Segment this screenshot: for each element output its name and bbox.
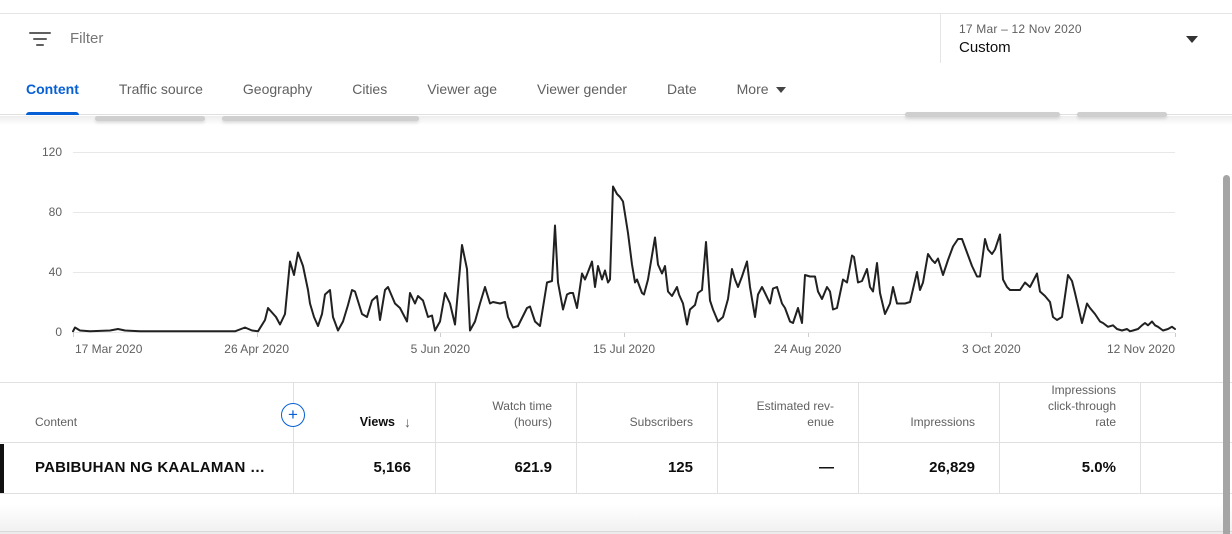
sort-descending-icon: ↓ bbox=[404, 414, 411, 430]
tab-label: Content bbox=[26, 81, 79, 97]
tab-label: Traffic source bbox=[118, 81, 203, 97]
x-tick bbox=[991, 333, 993, 337]
active-tab-underline bbox=[26, 111, 79, 115]
tab-cities[interactable]: Cities bbox=[352, 64, 387, 115]
card-bottom-edge bbox=[0, 531, 1232, 534]
column-header-views[interactable]: Views ↓ bbox=[293, 383, 435, 442]
chart-line-svg bbox=[72, 185, 1176, 333]
column-header-impressions[interactable]: Impressions bbox=[858, 383, 999, 442]
tab-label: More bbox=[736, 81, 769, 97]
date-range-text: 17 Mar – 12 Nov 2020 bbox=[959, 22, 1082, 36]
x-tick-label: 5 Jun 2020 bbox=[410, 342, 471, 356]
column-header-ctr[interactable]: Impressions click-through rate bbox=[999, 383, 1140, 442]
column-header-watch_time[interactable]: Watch time (hours) bbox=[435, 383, 576, 442]
x-tick bbox=[807, 333, 809, 337]
x-tick bbox=[256, 333, 258, 337]
gridline bbox=[73, 332, 1175, 333]
filter-bar: Filter 17 Mar – 12 Nov 2020 Custom bbox=[0, 14, 1232, 63]
y-tick-label: 0 bbox=[55, 325, 62, 339]
dimension-tabs: Content Traffic source Geography Cities View… bbox=[0, 64, 1232, 115]
x-tick-label: 24 Aug 2020 bbox=[773, 342, 842, 356]
row-cell-subscribers: 125 bbox=[576, 443, 717, 493]
vertical-scrollbar[interactable] bbox=[1223, 175, 1230, 534]
column-header-subscribers[interactable]: Subscribers bbox=[576, 383, 717, 442]
y-tick-label: 120 bbox=[41, 145, 62, 159]
date-range-picker[interactable]: 17 Mar – 12 Nov 2020 Custom bbox=[940, 14, 1232, 63]
analytics-table-header: Content Views ↓ Watch time (hours) Subscribe… bbox=[0, 382, 1232, 443]
column-header-label: Impressions bbox=[910, 415, 975, 429]
column-header-spacer bbox=[1140, 383, 1232, 442]
x-tick-label: 12 Nov 2020 bbox=[1106, 342, 1175, 356]
row-cell-impressions: 26,829 bbox=[858, 443, 999, 493]
column-header-label: Content bbox=[35, 415, 78, 429]
gridline bbox=[73, 212, 1175, 213]
filter-icon bbox=[28, 31, 52, 46]
chevron-down-icon bbox=[775, 87, 786, 93]
gridline bbox=[73, 272, 1175, 273]
x-tick bbox=[440, 333, 442, 337]
tab-content[interactable]: Content bbox=[26, 64, 79, 115]
tab-date[interactable]: Date bbox=[667, 64, 697, 115]
x-tick bbox=[1175, 333, 1176, 337]
x-tick-label: 26 Apr 2020 bbox=[224, 342, 290, 356]
gridline bbox=[73, 152, 1175, 153]
video-thumbnail-edge bbox=[0, 444, 4, 493]
tab-label: Geography bbox=[242, 81, 313, 97]
column-header-estimated_revenue[interactable]: Estimated rev- enue bbox=[717, 383, 858, 442]
truncated-control-edge bbox=[905, 112, 1060, 117]
truncated-control-edge bbox=[1077, 112, 1167, 117]
tab-label: Viewer gender bbox=[537, 81, 628, 97]
tab-traffic-source[interactable]: Traffic source bbox=[119, 64, 203, 115]
tab-geography[interactable]: Geography bbox=[243, 64, 312, 115]
column-header-content[interactable]: Content bbox=[0, 383, 293, 442]
tab-viewer-age[interactable]: Viewer age bbox=[427, 64, 497, 115]
x-tick-label: 17 Mar 2020 bbox=[75, 342, 143, 356]
card-bottom-shadow bbox=[0, 504, 1232, 531]
table-row[interactable]: PABIBUHAN NG KAALAMAN … 5,166 621.9 125—26,… bbox=[0, 443, 1232, 494]
x-tick-label: 15 Jul 2020 bbox=[592, 342, 656, 356]
column-header-label: Impressions click-through rate bbox=[1047, 383, 1116, 429]
truncated-control-edge bbox=[95, 116, 205, 121]
x-tick-label: 3 Oct 2020 bbox=[961, 342, 1021, 356]
tab-more[interactable]: More bbox=[737, 64, 786, 115]
tab-label: Viewer age bbox=[427, 81, 498, 97]
row-cell-ctr: 5.0% bbox=[999, 443, 1140, 493]
row-cell-watch_time: 621.9 bbox=[435, 443, 576, 493]
tab-label: Date bbox=[667, 81, 697, 97]
y-tick-label: 80 bbox=[48, 205, 62, 219]
row-cell-views: 5,166 bbox=[293, 443, 435, 493]
top-divider bbox=[0, 13, 1232, 14]
row-cell-content[interactable]: PABIBUHAN NG KAALAMAN … bbox=[35, 459, 266, 476]
date-preset-label: Custom bbox=[959, 39, 1011, 56]
filter-control[interactable]: Filter bbox=[28, 14, 103, 63]
dropdown-caret-icon bbox=[1186, 36, 1198, 43]
filter-placeholder: Filter bbox=[70, 30, 104, 47]
column-header-label: Watch time (hours) bbox=[492, 399, 552, 429]
tab-viewer-gender[interactable]: Viewer gender bbox=[537, 64, 627, 115]
column-header-label: Estimated rev- enue bbox=[756, 399, 834, 429]
truncated-control-edge bbox=[222, 116, 419, 121]
row-cell-estimated_revenue: — bbox=[717, 443, 858, 493]
column-header-label: Subscribers bbox=[629, 415, 693, 429]
add-metric-button[interactable]: + bbox=[281, 403, 305, 427]
tab-label: Cities bbox=[352, 81, 388, 97]
y-tick-label: 40 bbox=[48, 265, 62, 279]
row-cell-spacer bbox=[1140, 443, 1232, 493]
x-tick bbox=[624, 333, 625, 337]
x-tick bbox=[73, 333, 74, 337]
chart-line bbox=[72, 185, 1176, 333]
column-header-label: Views bbox=[359, 415, 395, 429]
